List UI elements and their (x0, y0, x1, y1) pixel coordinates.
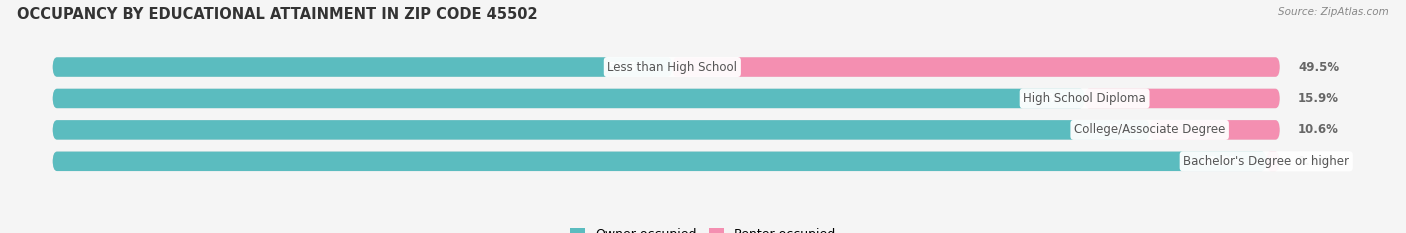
Text: College/Associate Degree: College/Associate Degree (1074, 123, 1226, 136)
Text: 98.9%: 98.9% (1201, 155, 1241, 168)
FancyBboxPatch shape (52, 89, 1084, 108)
Text: 1.1%: 1.1% (1298, 155, 1330, 168)
Text: Bachelor's Degree or higher: Bachelor's Degree or higher (1184, 155, 1350, 168)
Text: 84.1%: 84.1% (1019, 92, 1060, 105)
Text: OCCUPANCY BY EDUCATIONAL ATTAINMENT IN ZIP CODE 45502: OCCUPANCY BY EDUCATIONAL ATTAINMENT IN Z… (17, 7, 537, 22)
Text: Source: ZipAtlas.com: Source: ZipAtlas.com (1278, 7, 1389, 17)
FancyBboxPatch shape (52, 120, 1279, 140)
FancyBboxPatch shape (1084, 89, 1279, 108)
FancyBboxPatch shape (1150, 120, 1279, 140)
FancyBboxPatch shape (52, 152, 1267, 171)
FancyBboxPatch shape (1267, 152, 1279, 171)
Text: 50.5%: 50.5% (607, 61, 648, 74)
Text: 49.5%: 49.5% (1298, 61, 1340, 74)
FancyBboxPatch shape (672, 57, 1279, 77)
Text: 89.4%: 89.4% (1084, 123, 1125, 136)
FancyBboxPatch shape (52, 152, 1279, 171)
Text: High School Diploma: High School Diploma (1024, 92, 1146, 105)
Text: Less than High School: Less than High School (607, 61, 737, 74)
Legend: Owner-occupied, Renter-occupied: Owner-occupied, Renter-occupied (565, 223, 841, 233)
Text: 15.9%: 15.9% (1298, 92, 1339, 105)
Text: 10.6%: 10.6% (1298, 123, 1339, 136)
FancyBboxPatch shape (52, 57, 672, 77)
FancyBboxPatch shape (52, 89, 1279, 108)
FancyBboxPatch shape (52, 120, 1150, 140)
FancyBboxPatch shape (52, 57, 1279, 77)
